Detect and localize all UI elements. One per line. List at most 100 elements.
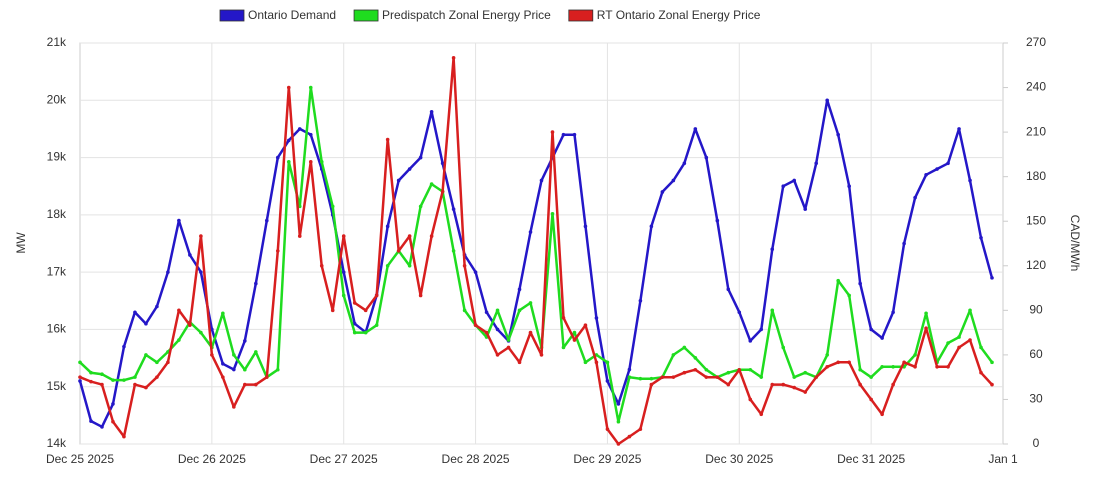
data-point: [825, 353, 829, 357]
data-point: [792, 375, 797, 379]
data-point: [243, 339, 247, 343]
data-point: [803, 207, 808, 211]
data-point: [704, 155, 709, 160]
data-point: [748, 397, 753, 402]
data-point: [682, 161, 687, 166]
data-point: [891, 310, 895, 315]
data-point: [836, 278, 840, 283]
data-point: [627, 367, 632, 372]
data-point: [616, 419, 621, 424]
data-point: [627, 375, 632, 379]
data-point: [133, 310, 137, 315]
legend-swatch: [568, 9, 594, 22]
data-point: [737, 367, 742, 372]
data-point: [847, 293, 851, 298]
data-point: [407, 263, 412, 268]
data-point: [78, 379, 82, 383]
data-point: [814, 375, 819, 379]
data-point: [682, 370, 687, 375]
data-point: [638, 298, 643, 303]
data-point: [825, 98, 829, 103]
data-point: [308, 160, 313, 164]
data-point: [177, 308, 181, 313]
data-point: [429, 182, 434, 186]
data-point: [506, 338, 511, 342]
data-point: [495, 353, 500, 357]
data-point: [133, 375, 137, 379]
data-point: [221, 311, 225, 316]
y2-tick-label: 270: [1026, 35, 1046, 49]
y2-tick-label: 90: [1029, 303, 1043, 317]
data-point: [704, 367, 709, 372]
data-point: [528, 301, 533, 305]
y2-tick-label: 0: [1033, 436, 1040, 450]
plot-frame: [79, 42, 1004, 445]
data-point: [89, 379, 93, 384]
data-point: [155, 375, 159, 379]
data-point: [473, 323, 478, 327]
data-point: [122, 434, 126, 439]
data-point: [473, 270, 478, 274]
data-point: [495, 308, 500, 313]
x-tick-label: Dec 28 2025: [442, 452, 510, 466]
data-point: [847, 360, 851, 365]
data-point: [122, 344, 126, 349]
data-point: [605, 427, 610, 431]
data-point: [847, 184, 851, 189]
data-point: [990, 382, 994, 387]
data-point: [264, 218, 269, 223]
data-point: [341, 234, 346, 238]
data-point: [979, 345, 983, 350]
data-point: [924, 326, 928, 330]
data-point: [594, 316, 599, 320]
data-point: [396, 249, 401, 253]
data-point: [221, 375, 225, 379]
data-point: [506, 345, 511, 350]
data-point: [946, 161, 950, 166]
data-point: [726, 382, 731, 387]
data-point: [693, 356, 698, 360]
data-point: [308, 85, 313, 90]
data-point: [770, 247, 775, 252]
data-point: [759, 412, 764, 417]
data-point: [166, 360, 170, 365]
data-point: [902, 241, 906, 246]
y2-axis-label: CAD/MWh: [1068, 215, 1082, 272]
data-point: [352, 330, 357, 335]
data-point: [759, 327, 764, 332]
data-point: [968, 308, 972, 313]
data-point: [451, 56, 456, 60]
x-tick-label: Dec 27 2025: [310, 452, 378, 466]
data-point: [946, 341, 950, 345]
data-point: [869, 375, 873, 379]
data-point: [418, 204, 423, 209]
data-point: [825, 364, 829, 369]
data-point: [550, 130, 555, 134]
data-point: [100, 372, 104, 376]
data-point: [836, 132, 840, 137]
data-point: [979, 370, 983, 375]
data-point: [726, 370, 731, 375]
data-point: [275, 249, 280, 253]
data-point: [275, 155, 280, 160]
legend-label: Ontario Demand: [248, 8, 336, 22]
data-point: [649, 382, 654, 387]
data-point: [671, 178, 676, 183]
data-point: [210, 353, 214, 357]
data-point: [232, 353, 236, 357]
data-point: [803, 370, 808, 375]
data-point: [627, 434, 632, 439]
x-tick-label: Jan 1: [988, 452, 1018, 466]
data-point: [638, 427, 643, 431]
data-point: [561, 132, 566, 137]
data-point: [429, 109, 434, 114]
x-tick-label: Dec 31 2025: [837, 452, 905, 466]
x-tick-label: Dec 26 2025: [178, 452, 246, 466]
data-point: [913, 364, 917, 369]
data-point: [715, 375, 720, 379]
data-point: [572, 330, 577, 335]
y2-tick-label: 240: [1026, 80, 1046, 94]
data-point: [902, 360, 906, 365]
data-point: [341, 270, 346, 274]
data-point: [243, 367, 247, 372]
